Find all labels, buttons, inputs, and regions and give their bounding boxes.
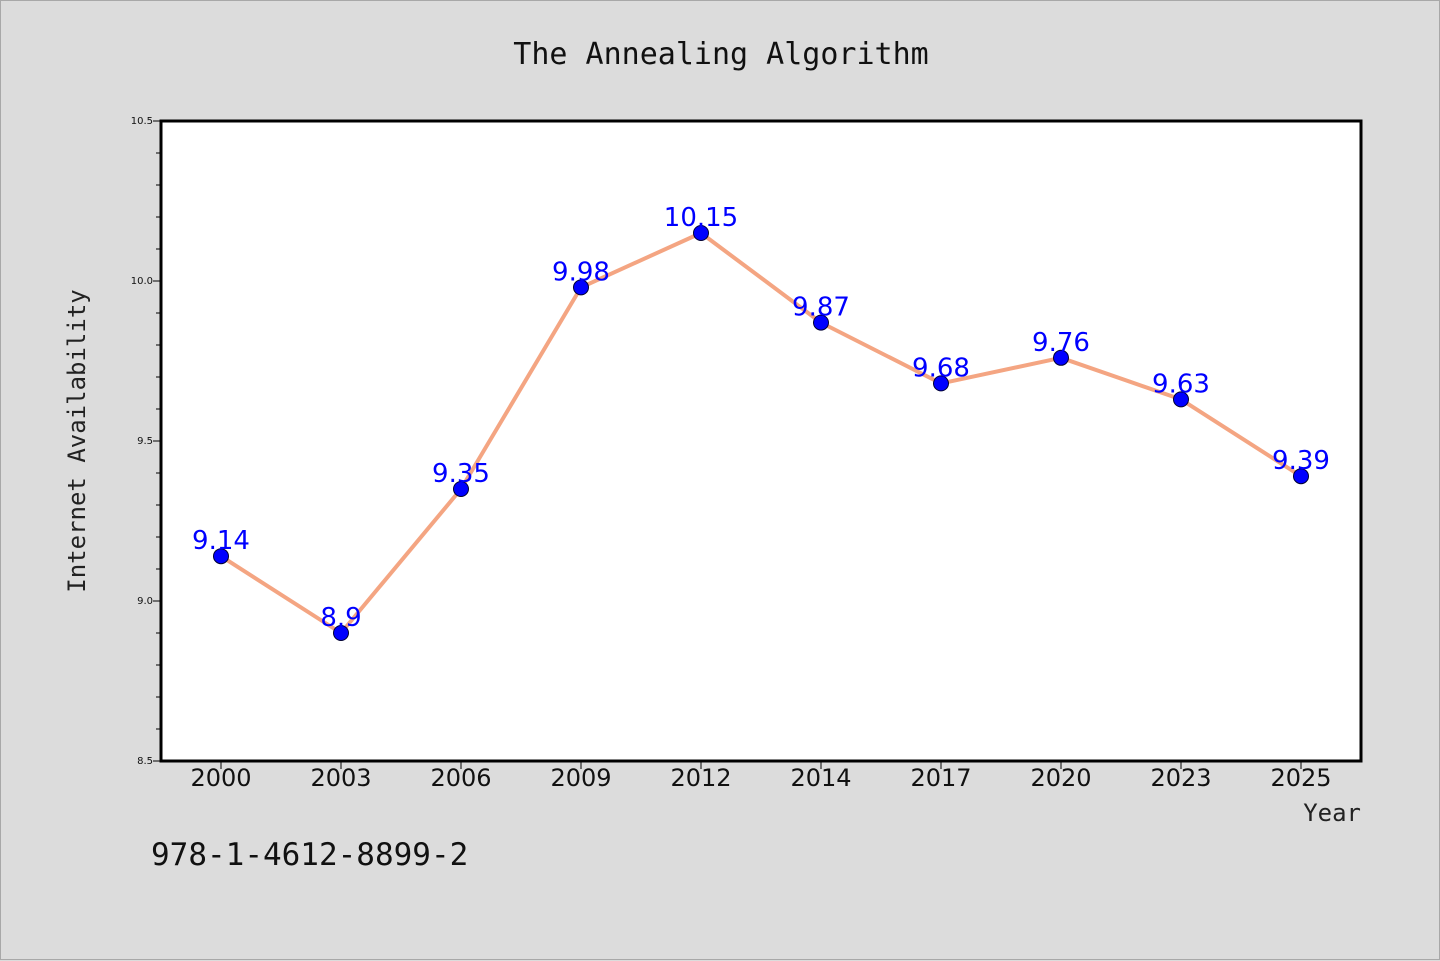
data-label: 9.14 [192, 526, 250, 556]
data-point [573, 279, 589, 296]
data-label: 9.98 [552, 257, 610, 287]
x-tick-label: 2020 [1030, 764, 1091, 792]
x-tick-label: 2009 [550, 764, 611, 792]
x-tick-label: 2006 [430, 764, 491, 792]
y-tick-label: 9.5 [137, 436, 153, 447]
data-label: 9.87 [792, 293, 850, 323]
x-tick-label: 2014 [790, 764, 851, 792]
y-tick-label: 10.0 [131, 276, 153, 287]
y-axis: 8.5 9.0 9.5 10.0 10.5 [131, 116, 161, 767]
y-tick-label: 9.0 [137, 596, 153, 607]
data-labels: 9.14 8.9 9.35 9.98 10.15 9.87 9.68 9.76 9.63 9.39 [192, 203, 1330, 633]
x-axis: 2000 2003 2006 2009 2012 2014 2017 2020 2023 2025 [190, 761, 1332, 792]
plot-area [159, 119, 1363, 763]
y-axis-label: Internet Availability [63, 289, 91, 592]
data-point [213, 548, 229, 565]
chart-title: The Annealing Algorithm [513, 37, 928, 72]
data-point [1293, 468, 1309, 485]
x-tick-label: 2017 [910, 764, 971, 792]
data-point [693, 225, 709, 241]
data-point [813, 314, 829, 331]
data-label: 8.9 [320, 603, 361, 633]
data-point [333, 625, 349, 641]
series-layer [213, 225, 1309, 641]
x-tick-label: 2023 [1150, 764, 1211, 792]
data-label: 10.15 [664, 203, 738, 233]
x-tick-label: 2012 [670, 764, 731, 792]
data-label: 9.76 [1032, 328, 1090, 358]
y-tick-label: 8.5 [137, 756, 153, 767]
series-line [219, 231, 1303, 635]
data-label: 9.35 [432, 459, 490, 489]
data-point [1053, 349, 1069, 366]
x-axis-label: Year [1303, 799, 1361, 827]
data-point [1173, 391, 1189, 408]
x-tick-label: 2003 [310, 764, 371, 792]
data-point [933, 375, 949, 392]
data-point [453, 481, 469, 497]
x-tick-label: 2000 [190, 764, 251, 792]
data-label: 9.68 [912, 353, 970, 383]
y-tick-label: 10.5 [131, 116, 153, 127]
data-label: 9.39 [1272, 446, 1330, 476]
data-label: 9.63 [1152, 369, 1210, 399]
x-tick-label: 2025 [1270, 764, 1331, 792]
isbn-text: 978-1-4612-8899-2 [151, 837, 468, 873]
